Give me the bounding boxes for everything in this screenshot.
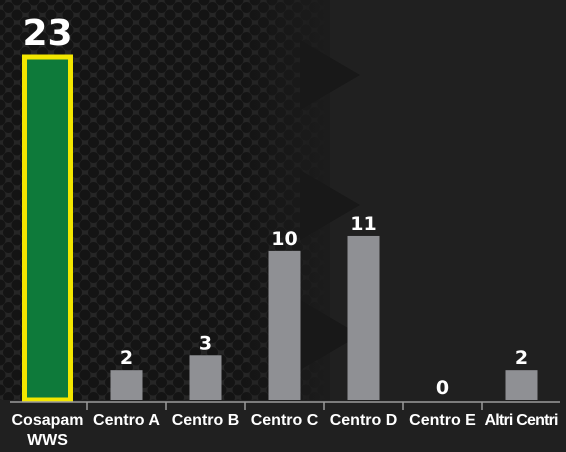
- category-label: Centro E: [409, 412, 476, 429]
- data-label: 11: [350, 213, 376, 235]
- data-label: 3: [199, 332, 212, 354]
- data-label: 23: [22, 13, 72, 54]
- category-label: Centro D: [330, 412, 398, 429]
- x-axis-ticks: [86, 402, 483, 410]
- data-label: 2: [515, 347, 528, 369]
- data-label: 10: [271, 228, 297, 250]
- bar: [505, 370, 538, 400]
- bar: [189, 355, 222, 400]
- bar: [347, 235, 380, 400]
- category-labels-group: Cosapam WWS Centro A Centro B Centro C Centro…: [11, 412, 558, 449]
- data-label: 0: [436, 377, 449, 399]
- bar-highlighted: [22, 54, 73, 403]
- category-label: Cosapam WWS: [11, 412, 83, 449]
- bar: [268, 250, 301, 400]
- category-label: Centro B: [172, 412, 240, 429]
- bar: [110, 370, 143, 400]
- bars-group: [22, 54, 538, 403]
- category-label: Centro A: [93, 412, 160, 429]
- category-label: Altri Centri: [485, 412, 559, 429]
- category-label: Centro C: [251, 412, 319, 429]
- data-label: 2: [120, 347, 133, 369]
